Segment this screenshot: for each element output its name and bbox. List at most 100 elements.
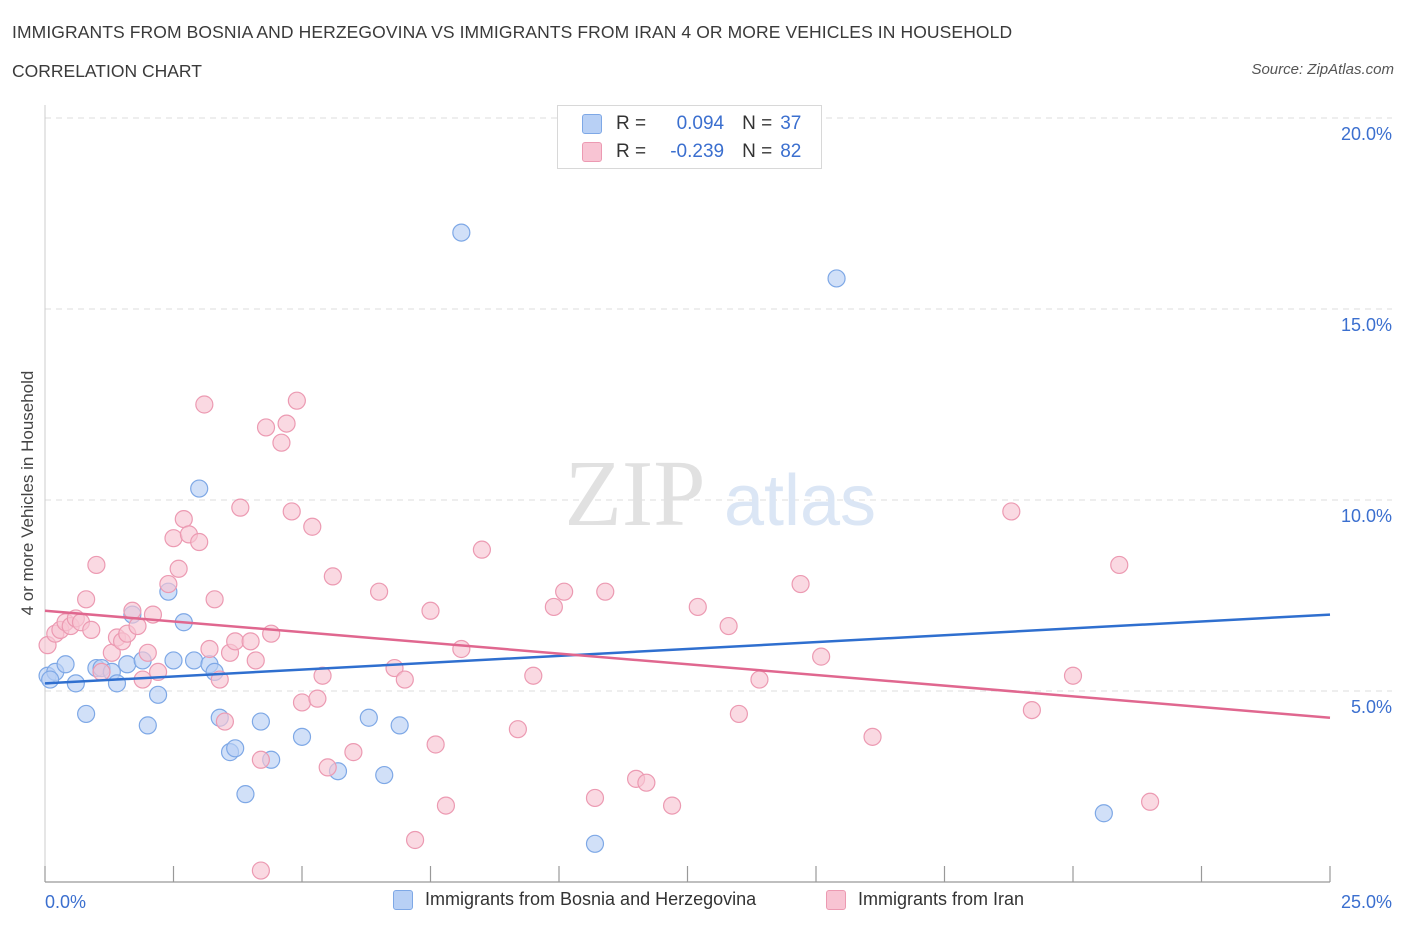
point-bosnia-15	[164, 651, 183, 670]
series-iran-points	[38, 391, 1160, 880]
point-iran-49	[323, 567, 342, 586]
r-value-bosnia: 0.094	[676, 113, 725, 134]
point-bosnia-23	[226, 739, 245, 758]
point-bosnia-32	[452, 223, 471, 242]
point-bosnia-4	[77, 704, 96, 724]
source-credit: Source: ZipAtlas.com	[1251, 61, 1394, 78]
point-iran-24	[174, 509, 193, 529]
point-bosnia-8	[107, 674, 127, 693]
y-tick-label-3: 20.0%	[1341, 124, 1392, 144]
x-tick-label-min: 0.0%	[45, 892, 86, 912]
chart-subtitle: CORRELATION CHART	[12, 61, 202, 81]
point-iran-76	[1002, 502, 1021, 521]
point-bosnia-25	[251, 712, 270, 731]
legend-label-bosnia: Immigrants from Bosnia and Herzegovina	[425, 889, 757, 909]
point-iran-39	[262, 624, 281, 643]
point-bosnia-31	[390, 716, 409, 735]
point-iran-75	[863, 727, 882, 746]
point-iran-8	[82, 620, 101, 639]
grid-lines	[45, 117, 1392, 692]
n-value-iran: 82	[780, 141, 802, 162]
point-iran-73	[791, 574, 810, 594]
watermark-atlas: atlas	[724, 461, 876, 541]
stats-row-iran: R = -0.239 N = 82	[582, 140, 801, 164]
r-value-iran: -0.239	[670, 141, 725, 162]
trendline-iran	[44, 609, 1331, 719]
point-iran-36	[246, 651, 265, 670]
point-iran-42	[282, 502, 301, 521]
point-iran-50	[344, 743, 363, 762]
point-iran-44	[292, 693, 312, 712]
stats-legend: R = 0.094 N = 37 R = -0.239 N = 82	[557, 105, 822, 169]
y-tick-label-2: 15.0%	[1341, 315, 1392, 335]
point-iran-23	[169, 559, 188, 578]
point-bosnia-13	[148, 685, 168, 704]
point-bosnia-35	[1094, 804, 1113, 823]
chart-title: IMMIGRANTS FROM BOSNIA AND HERZEGOVINA V…	[12, 22, 1013, 42]
point-bosnia-27	[292, 727, 312, 746]
point-iran-10	[92, 662, 111, 682]
point-iran-47	[313, 666, 332, 685]
legend-label-iran: Immigrants from Iran	[858, 889, 1025, 909]
r-label: R =	[616, 113, 647, 134]
point-iran-18	[138, 643, 157, 662]
y-tick-label-0: 5.0%	[1351, 697, 1392, 717]
point-iran-22	[164, 529, 183, 548]
point-iran-68	[662, 796, 682, 815]
point-bosnia-12	[138, 716, 157, 735]
point-bosnia-17	[184, 651, 204, 670]
point-iran-78	[1063, 666, 1083, 685]
point-iran-28	[200, 639, 219, 659]
point-iran-81	[251, 861, 270, 880]
point-iran-35	[241, 632, 260, 651]
point-bosnia-24	[236, 785, 255, 804]
point-bosnia-33	[585, 834, 605, 853]
n-label: N =	[742, 141, 773, 162]
tick-labels: 5.0% 10.0% 15.0% 20.0% 0.0% 25.0%	[45, 124, 1392, 912]
point-iran-45	[303, 517, 322, 536]
point-iran-57	[436, 796, 456, 815]
point-iran-63	[555, 582, 574, 601]
point-iran-53	[395, 670, 414, 689]
point-iran-60	[508, 720, 527, 739]
point-iran-67	[637, 773, 656, 792]
trend-lines	[44, 609, 1331, 719]
watermark: ZIP atlas	[565, 442, 877, 546]
point-iran-71	[729, 704, 749, 724]
n-value-bosnia: 37	[780, 113, 802, 134]
point-iran-43	[287, 391, 306, 410]
point-iran-64	[585, 788, 605, 808]
point-iran-40	[272, 433, 291, 452]
legend-item-iran[interactable]: Immigrants from Iran	[826, 889, 1024, 910]
legend-swatch-iran	[826, 889, 846, 910]
point-iran-56	[426, 735, 445, 754]
point-iran-26	[190, 532, 209, 552]
point-bosnia-3	[66, 674, 85, 693]
point-bosnia-2	[56, 655, 75, 674]
point-iran-34	[231, 498, 250, 517]
point-iran-37	[251, 750, 270, 769]
legend-item-bosnia[interactable]: Immigrants from Bosnia and Herzegovina	[393, 889, 756, 910]
series-legend: Immigrants from Bosnia and Herzegovina I…	[0, 889, 1406, 915]
point-iran-7	[77, 590, 96, 609]
n-label: N =	[742, 113, 773, 134]
r-label: R =	[616, 141, 647, 162]
point-iran-77	[1022, 700, 1041, 720]
point-iran-74	[812, 647, 831, 666]
point-iran-38	[256, 418, 276, 437]
point-iran-79	[1110, 555, 1129, 575]
point-iran-31	[215, 712, 234, 731]
point-iran-62	[544, 597, 563, 617]
point-bosnia-30	[375, 765, 394, 785]
point-iran-61	[524, 666, 543, 685]
point-iran-70	[719, 616, 738, 636]
legend-swatch-bosnia	[393, 889, 413, 910]
point-iran-54	[405, 830, 425, 850]
point-iran-69	[688, 597, 707, 617]
point-bosnia-34	[827, 269, 846, 288]
point-iran-51	[370, 582, 389, 601]
swatch-bosnia	[582, 114, 602, 134]
point-bosnia-29	[359, 708, 378, 727]
point-iran-65	[596, 582, 615, 601]
